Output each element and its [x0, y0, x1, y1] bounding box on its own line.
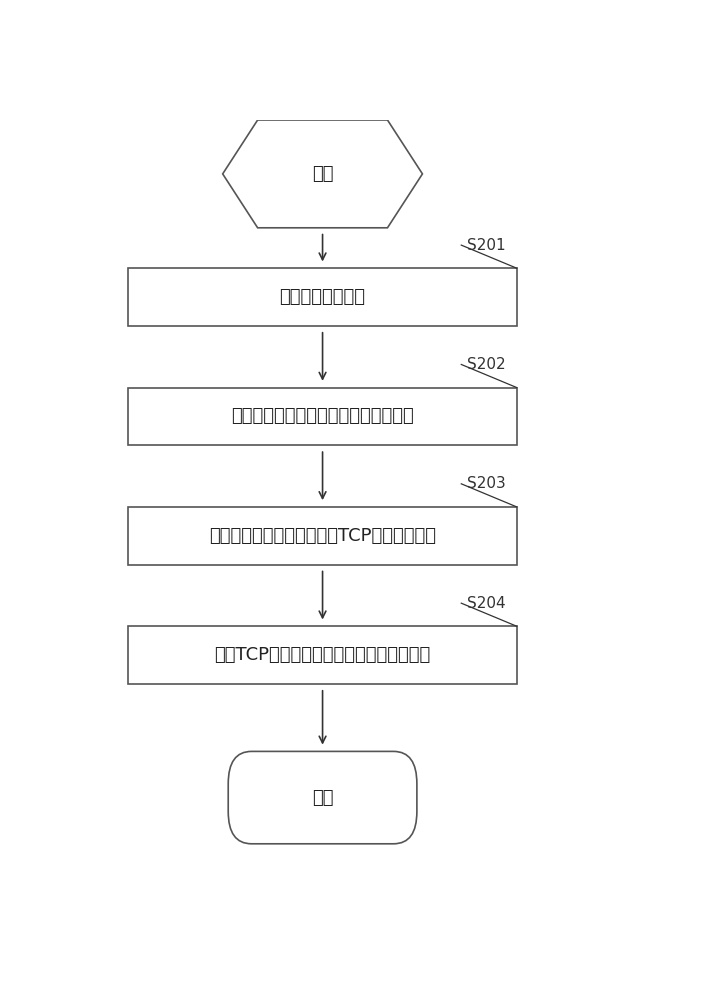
Polygon shape: [223, 120, 422, 228]
Bar: [128, 388, 517, 445]
Text: 解析网络系统信息中的上下行配置信息: 解析网络系统信息中的上下行配置信息: [231, 407, 414, 425]
Text: S203: S203: [467, 476, 505, 491]
Bar: [128, 507, 517, 565]
Bar: [128, 626, 517, 684]
Text: 开始: 开始: [311, 165, 334, 183]
Text: 根据TCP发送最大速率，获得上行速率门限: 根据TCP发送最大速率，获得上行速率门限: [214, 646, 431, 664]
Text: S201: S201: [467, 238, 505, 253]
Text: S204: S204: [467, 596, 505, 611]
Text: 获取网络系统信息: 获取网络系统信息: [279, 288, 366, 306]
Bar: [128, 268, 517, 326]
Text: S202: S202: [467, 357, 505, 372]
FancyBboxPatch shape: [228, 751, 417, 844]
Text: 结束: 结束: [311, 789, 334, 807]
Text: 根据上下行配置信息，获得TCP发送最大速率: 根据上下行配置信息，获得TCP发送最大速率: [209, 527, 436, 545]
